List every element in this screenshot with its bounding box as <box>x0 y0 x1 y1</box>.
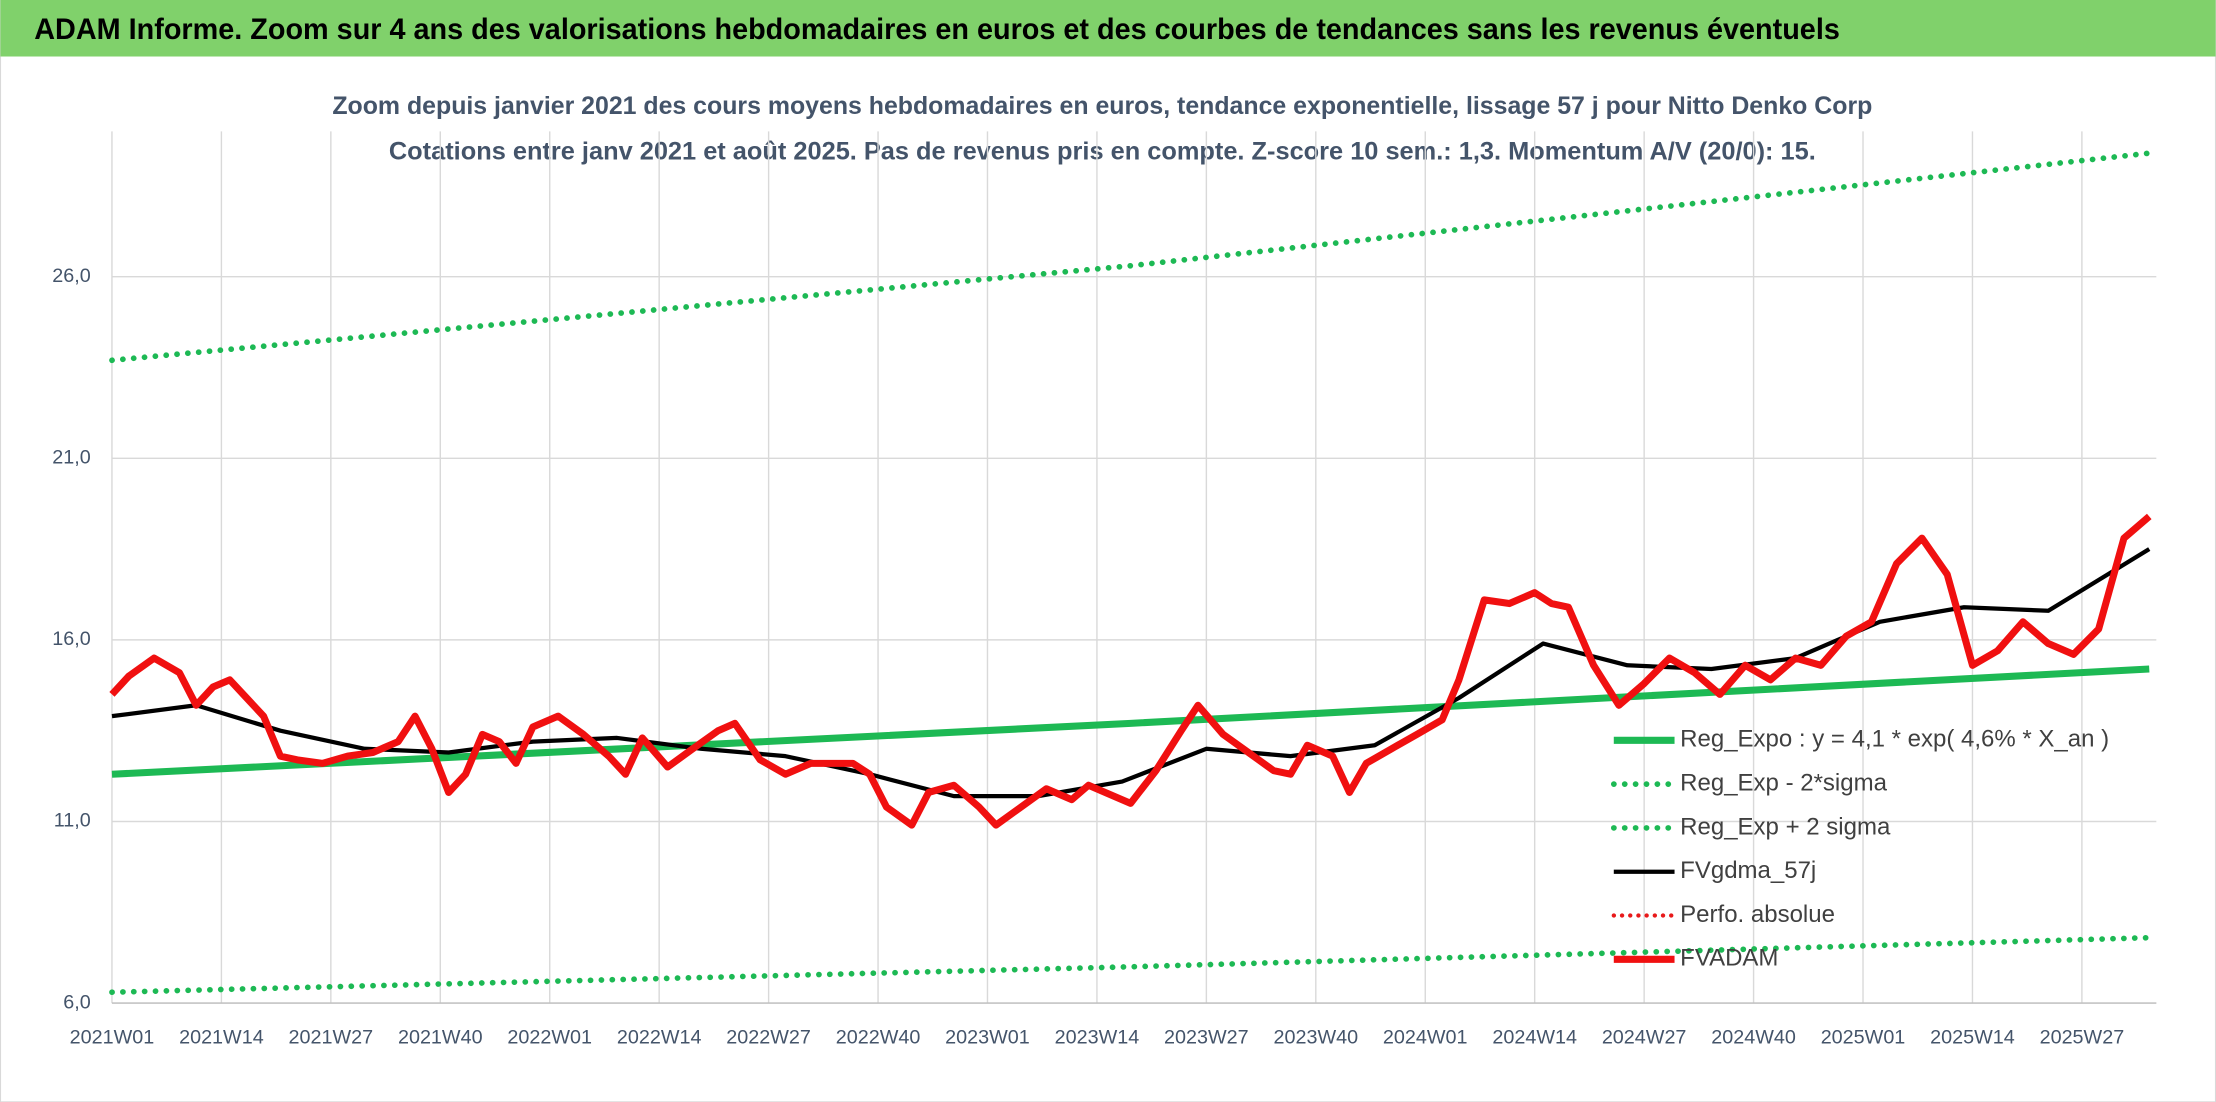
legend-label: Reg_Exp - 2*sigma <box>1680 769 1887 796</box>
x-tick-label: 2023W14 <box>1055 1027 1140 1049</box>
x-tick-label: 2024W40 <box>1711 1027 1796 1049</box>
x-tick-label: 2022W14 <box>617 1027 702 1049</box>
series-line <box>109 934 2153 996</box>
y-tick-label: 21,0 <box>52 447 90 469</box>
legend-label: Reg_Exp + 2 sigma <box>1680 813 1891 840</box>
y-tick-label: 16,0 <box>52 628 90 650</box>
header-bar <box>0 0 2216 57</box>
x-tick-label: 2025W27 <box>2040 1027 2125 1049</box>
y-tick-label: 26,0 <box>52 265 90 287</box>
legend-label: FVADAM <box>1680 945 1778 972</box>
chart-subtitle: Cotations entre janv 2021 et août 2025. … <box>389 137 1816 165</box>
x-tick-label: 2023W27 <box>1164 1027 1249 1049</box>
x-tick-label: 2024W27 <box>1602 1027 1687 1049</box>
x-tick-label: 2025W14 <box>1930 1027 2015 1049</box>
series-line <box>111 665 2150 778</box>
x-tick-label: 2022W01 <box>507 1027 592 1049</box>
x-tick-label: 2021W27 <box>289 1027 374 1049</box>
series-line <box>109 513 2152 829</box>
legend-label: Perfo. absolue <box>1680 901 1835 928</box>
series-line <box>109 150 2153 364</box>
x-tick-label: 2022W40 <box>836 1027 921 1049</box>
x-tick-label: 2023W40 <box>1274 1027 1359 1049</box>
x-tick-label: 2022W27 <box>726 1027 811 1049</box>
y-tick-label: 6,0 <box>63 991 90 1013</box>
legend-label: Reg_Expo : y = 4,1 * exp( 4,6% * X_an ) <box>1680 726 2109 753</box>
chart-title: Zoom depuis janvier 2021 des cours moyen… <box>332 92 1872 120</box>
legend-label: FVgdma_57j <box>1680 857 1816 884</box>
x-tick-label: 2023W01 <box>945 1027 1030 1049</box>
header-title: ADAM Informe. Zoom sur 4 ans des valoris… <box>34 13 1840 46</box>
x-tick-label: 2021W14 <box>179 1027 264 1049</box>
x-tick-label: 2021W40 <box>398 1027 483 1049</box>
x-tick-label: 2024W01 <box>1383 1027 1468 1049</box>
x-tick-label: 2024W14 <box>1492 1027 1577 1049</box>
x-tick-label: 2021W01 <box>70 1027 155 1049</box>
x-tick-label: 2025W01 <box>1821 1027 1906 1049</box>
y-tick-label: 11,0 <box>54 810 91 832</box>
